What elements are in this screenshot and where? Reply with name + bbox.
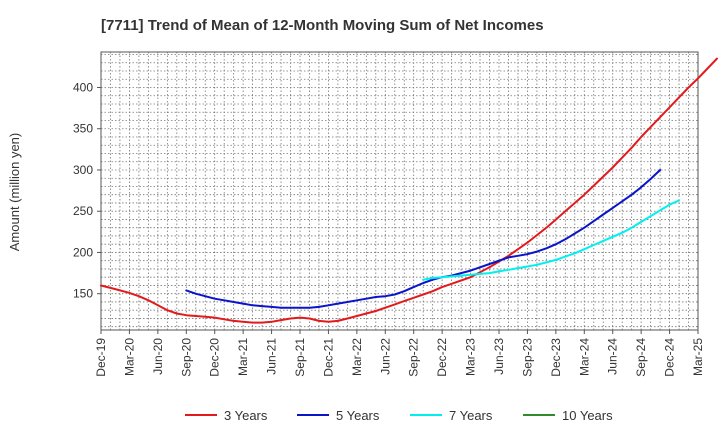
legend-label: 7 Years — [449, 408, 493, 423]
legend-label: 3 Years — [224, 408, 268, 423]
x-tick-label: Sep-23 — [520, 338, 534, 377]
legend: 3 Years 5 Years 7 Years 10 Years — [185, 408, 613, 423]
x-tick-label: Dec-23 — [549, 338, 563, 377]
y-tick-label: 300 — [73, 163, 93, 177]
y-tick-label: 250 — [73, 204, 93, 218]
x-tick-label: Jun-23 — [492, 338, 506, 375]
x-tick-label: Jun-22 — [378, 338, 392, 375]
y-tick-label: 400 — [73, 80, 93, 94]
x-tick-label: Mar-22 — [350, 338, 364, 376]
legend-label: 5 Years — [336, 408, 380, 423]
chart-title: [7711] Trend of Mean of 12-Month Moving … — [101, 17, 544, 34]
x-tick-label: Jun-24 — [606, 338, 620, 375]
x-tick-label: Jun-20 — [151, 338, 165, 375]
axes — [97, 51, 699, 334]
grid-lines — [100, 52, 699, 330]
x-tick-label: Sep-21 — [293, 338, 307, 377]
x-tick-label: Sep-20 — [179, 338, 193, 377]
x-tick-label: Dec-22 — [435, 338, 449, 377]
x-tick-label: Mar-20 — [122, 338, 136, 376]
y-tick-label: 150 — [73, 287, 93, 301]
x-tick-label: Sep-22 — [407, 338, 421, 377]
x-tick-label: Dec-20 — [208, 338, 222, 377]
y-axis-label: Amount (million yen) — [7, 133, 22, 252]
series-line-5-years — [185, 169, 662, 309]
x-tick-label: Mar-21 — [236, 338, 250, 376]
x-tick-label: Mar-23 — [464, 338, 478, 376]
x-tick-labels: Dec-19 Mar-20 Jun-20 Sep-20 Dec-20 Mar-21 Jun-… — [94, 338, 705, 377]
series-line-3-years — [100, 57, 718, 324]
x-tick-label: Sep-24 — [634, 338, 648, 377]
y-tick-label: 200 — [73, 245, 93, 259]
x-tick-label: Dec-24 — [663, 338, 677, 377]
x-tick-label: Dec-19 — [94, 338, 108, 377]
x-tick-label: Mar-25 — [691, 338, 705, 376]
y-tick-label: 350 — [73, 122, 93, 136]
x-tick-label: Dec-21 — [321, 338, 335, 377]
x-tick-label: Jun-21 — [265, 338, 279, 375]
x-tick-label: Mar-24 — [577, 338, 591, 376]
plot-frame — [100, 51, 699, 331]
y-tick-labels: 150 200 250 300 350 400 — [73, 80, 93, 300]
series-line-7-years — [422, 199, 680, 281]
series-lines — [100, 57, 718, 324]
legend-label: 10 Years — [562, 408, 613, 423]
